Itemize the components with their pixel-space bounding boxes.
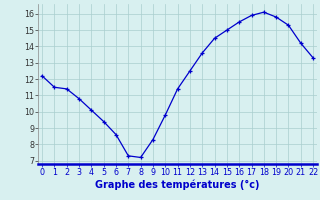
X-axis label: Graphe des températures (°c): Graphe des températures (°c) (95, 180, 260, 190)
